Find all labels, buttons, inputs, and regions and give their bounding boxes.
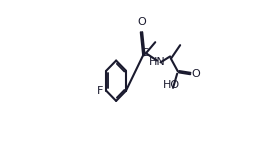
Text: O: O <box>138 17 147 27</box>
Text: F: F <box>97 86 103 96</box>
Text: HN: HN <box>149 57 166 67</box>
Text: O: O <box>192 69 200 79</box>
Text: C: C <box>141 48 148 58</box>
Text: HO: HO <box>163 80 180 90</box>
